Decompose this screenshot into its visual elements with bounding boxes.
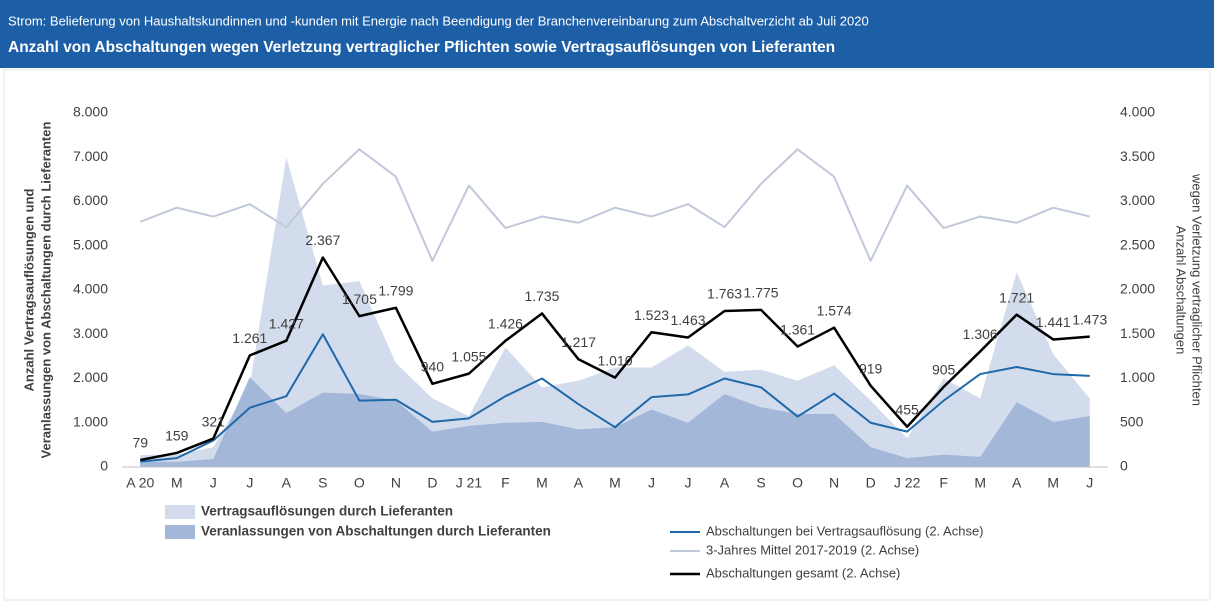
legend-swatch bbox=[165, 505, 195, 519]
line bbox=[140, 333, 1090, 463]
x-tick-label: A 20 bbox=[126, 475, 154, 491]
chart-title: Anzahl von Abschaltungen wegen Verletzun… bbox=[8, 39, 835, 56]
y2-tick-label: 1.500 bbox=[1120, 325, 1155, 341]
x-tick-label: S bbox=[318, 475, 327, 491]
data-label: 1.799 bbox=[378, 282, 413, 298]
data-label: 1.426 bbox=[488, 316, 523, 332]
y-tick-label: 5.000 bbox=[73, 236, 108, 252]
data-label: 1.735 bbox=[524, 288, 559, 304]
x-tick-label: S bbox=[756, 475, 765, 491]
data-label: 321 bbox=[202, 413, 226, 429]
y2-axis-label: Anzahl Abschaltungen bbox=[1174, 226, 1189, 355]
x-tick-label: J bbox=[685, 475, 692, 491]
y2-axis-label: wegen Verletzung vertraglicher Pflichten bbox=[1190, 173, 1205, 406]
x-tick-label: J 21 bbox=[456, 475, 483, 491]
x-tick-label: A bbox=[574, 475, 584, 491]
legend-label: Vertragsauflösungen durch Lieferanten bbox=[201, 504, 453, 519]
line bbox=[139, 148, 1090, 262]
legend-label: Veranlassungen von Abschaltungen durch L… bbox=[201, 524, 551, 539]
x-tick-label: M bbox=[536, 475, 548, 491]
data-label: 1.523 bbox=[634, 307, 669, 323]
data-label: 1.473 bbox=[1072, 311, 1107, 327]
data-label: 455 bbox=[895, 401, 919, 417]
area bbox=[140, 157, 1090, 467]
y2-tick-label: 2.500 bbox=[1120, 236, 1155, 252]
x-tick-label: J bbox=[246, 475, 253, 491]
data-label: 940 bbox=[421, 359, 445, 375]
data-label: 1.721 bbox=[999, 289, 1034, 305]
data-label: 1.261 bbox=[232, 330, 267, 346]
y-tick-label: 7.000 bbox=[73, 148, 108, 164]
data-label: 1.763 bbox=[707, 286, 742, 302]
legend-swatch bbox=[165, 525, 195, 539]
x-tick-label: N bbox=[829, 475, 839, 491]
y2-tick-label: 0 bbox=[1120, 458, 1128, 474]
y-tick-label: 2.000 bbox=[73, 369, 108, 385]
data-label: 79 bbox=[132, 435, 148, 451]
x-tick-label: J 22 bbox=[894, 475, 921, 491]
y-tick-label: 8.000 bbox=[73, 104, 108, 120]
y-axis-label: Anzahl Vertragsauflösungen und bbox=[21, 188, 36, 391]
x-tick-label: A bbox=[282, 475, 292, 491]
data-label: 905 bbox=[932, 362, 956, 378]
x-tick-label: O bbox=[792, 475, 803, 491]
data-label: 1.463 bbox=[671, 312, 706, 328]
y-axis-label: Veranlassungen von Abschaltungen durch L… bbox=[38, 122, 53, 459]
x-tick-label: M bbox=[974, 475, 986, 491]
y-tick-label: 0 bbox=[100, 458, 108, 474]
x-tick-label: N bbox=[391, 475, 401, 491]
x-tick-label: F bbox=[501, 475, 510, 491]
x-tick-label: J bbox=[1086, 475, 1093, 491]
data-label: 1.306 bbox=[963, 326, 998, 342]
data-label: 1.361 bbox=[780, 321, 815, 337]
data-label: 2.367 bbox=[305, 232, 340, 248]
x-tick-label: A bbox=[1012, 475, 1022, 491]
x-tick-label: J bbox=[648, 475, 655, 491]
data-label: 1.705 bbox=[342, 291, 377, 307]
chart-supertitle: Strom: Belieferung von Haushaltskundinne… bbox=[8, 13, 869, 28]
x-tick-label: D bbox=[866, 475, 876, 491]
data-label: 159 bbox=[165, 428, 189, 444]
x-tick-label: M bbox=[171, 475, 183, 491]
legend-label: Abschaltungen gesamt (2. Achse) bbox=[706, 565, 900, 580]
legend-label: Abschaltungen bei Vertragsauflösung (2. … bbox=[706, 523, 984, 538]
x-tick-label: A bbox=[720, 475, 730, 491]
line bbox=[140, 256, 1090, 462]
x-tick-label: J bbox=[210, 475, 217, 491]
data-label: 1.427 bbox=[269, 315, 304, 331]
x-tick-label: M bbox=[1047, 475, 1059, 491]
data-label: 1.217 bbox=[561, 334, 596, 350]
header-band bbox=[0, 0, 1214, 68]
y2-tick-label: 4.000 bbox=[1120, 104, 1155, 120]
data-label: 1.775 bbox=[744, 285, 779, 301]
x-tick-label: D bbox=[427, 475, 437, 491]
x-tick-label: O bbox=[354, 475, 365, 491]
data-label: 1.055 bbox=[451, 348, 486, 364]
x-tick-label: M bbox=[609, 475, 621, 491]
data-label: 919 bbox=[859, 360, 883, 376]
y-tick-label: 1.000 bbox=[73, 413, 108, 429]
y-tick-label: 6.000 bbox=[73, 192, 108, 208]
y2-tick-label: 3.000 bbox=[1120, 192, 1155, 208]
legend-label: 3-Jahres Mittel 2017-2019 (2. Achse) bbox=[706, 542, 919, 557]
y-tick-label: 4.000 bbox=[73, 281, 108, 297]
y-tick-label: 3.000 bbox=[73, 325, 108, 341]
data-label: 1.441 bbox=[1036, 314, 1071, 330]
y2-tick-label: 3.500 bbox=[1120, 148, 1155, 164]
data-label: 1.574 bbox=[817, 302, 852, 318]
data-label: 1.010 bbox=[597, 352, 632, 368]
y2-tick-label: 2.000 bbox=[1120, 281, 1155, 297]
x-tick-label: F bbox=[939, 475, 948, 491]
y2-tick-label: 1.000 bbox=[1120, 369, 1155, 385]
y2-tick-label: 500 bbox=[1120, 413, 1144, 429]
